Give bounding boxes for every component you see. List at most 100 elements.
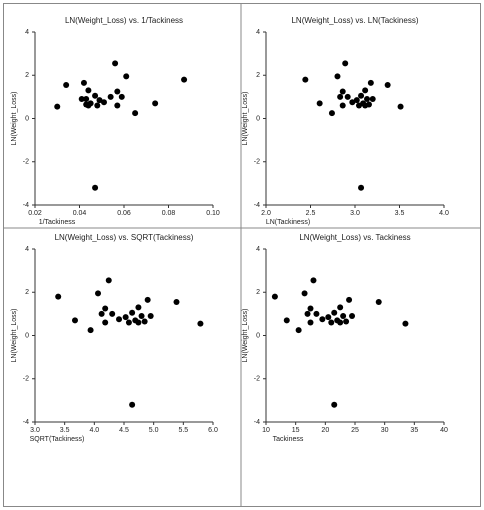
frame xyxy=(3,3,481,507)
point xyxy=(340,313,347,320)
x-tick-label: 2.0 xyxy=(261,210,271,217)
y-tick-label: -4 xyxy=(23,202,29,209)
point xyxy=(105,277,112,284)
point xyxy=(152,100,159,107)
point xyxy=(173,298,180,305)
point xyxy=(135,304,142,311)
point xyxy=(331,401,338,408)
point xyxy=(92,184,99,191)
point xyxy=(87,100,94,107)
point xyxy=(325,314,332,321)
point xyxy=(328,110,335,117)
y-tick-label: 2 xyxy=(256,289,260,296)
point xyxy=(339,102,346,109)
point xyxy=(346,296,353,303)
point xyxy=(295,327,302,334)
point xyxy=(319,316,326,323)
x-axis-label: LN(Tackiness) xyxy=(266,219,310,226)
x-tick-label: 3.5 xyxy=(60,427,70,434)
y-tick-label: 4 xyxy=(256,246,260,253)
point xyxy=(87,327,94,334)
y-axis-label: LN(Weight_Loss) xyxy=(11,92,18,146)
point xyxy=(328,319,335,326)
point xyxy=(147,313,154,320)
point xyxy=(304,310,311,317)
point xyxy=(316,100,323,107)
point xyxy=(343,318,350,325)
point xyxy=(375,298,382,305)
point xyxy=(367,79,374,86)
point xyxy=(402,320,409,327)
point xyxy=(122,314,129,321)
y-tick-label: 0 xyxy=(25,115,29,122)
x-tick-label: 5.5 xyxy=(178,427,188,434)
y-tick-label: 4 xyxy=(25,29,29,36)
point xyxy=(125,319,132,326)
point xyxy=(353,97,360,104)
point xyxy=(310,277,317,284)
point xyxy=(114,102,121,109)
y-tick-label: -2 xyxy=(254,159,260,166)
point xyxy=(334,73,341,80)
point xyxy=(365,101,372,108)
point xyxy=(360,100,367,107)
point xyxy=(362,87,369,94)
point xyxy=(55,293,62,300)
point xyxy=(342,60,349,67)
y-axis-label: LN(Weight_Loss) xyxy=(11,309,18,363)
y-tick-label: -2 xyxy=(23,159,29,166)
point xyxy=(114,88,121,95)
point xyxy=(138,313,145,320)
chart-title: LN(Weight_Loss) vs. LN(Tackiness) xyxy=(291,16,418,25)
point xyxy=(331,309,338,316)
point xyxy=(313,310,320,317)
point xyxy=(102,319,109,326)
x-axis-label: 1/Tackiness xyxy=(39,219,76,226)
point xyxy=(397,103,404,110)
point xyxy=(358,184,365,191)
y-tick-label: -4 xyxy=(23,419,29,426)
point xyxy=(132,110,139,117)
x-tick-label: 4.5 xyxy=(119,427,129,434)
point xyxy=(337,304,344,311)
point xyxy=(132,317,139,324)
y-tick-label: 0 xyxy=(256,115,260,122)
point xyxy=(92,92,99,99)
point xyxy=(334,317,341,324)
point xyxy=(301,290,308,297)
y-tick-label: 2 xyxy=(25,72,29,79)
x-axis-label: Tackiness xyxy=(273,436,304,443)
y-tick-label: -4 xyxy=(254,202,260,209)
x-tick-label: 3.0 xyxy=(350,210,360,217)
x-tick-label: 0.06 xyxy=(117,210,131,217)
point xyxy=(123,73,130,80)
point xyxy=(349,313,356,320)
x-tick-label: 0.02 xyxy=(28,210,42,217)
point xyxy=(337,93,344,100)
y-tick-label: -4 xyxy=(254,419,260,426)
x-tick-label: 4.0 xyxy=(439,210,449,217)
x-tick-label: 3.0 xyxy=(30,427,40,434)
point xyxy=(83,96,90,103)
point xyxy=(302,76,309,83)
y-axis-label: LN(Weight_Loss) xyxy=(242,92,249,146)
y-tick-label: -2 xyxy=(23,376,29,383)
point xyxy=(54,103,61,110)
point xyxy=(98,310,105,317)
x-tick-label: 5.0 xyxy=(149,427,159,434)
point xyxy=(116,316,123,323)
point xyxy=(307,305,314,312)
point xyxy=(63,81,70,88)
point xyxy=(339,88,346,95)
point xyxy=(197,320,204,327)
point xyxy=(283,317,290,324)
point xyxy=(364,96,371,103)
point xyxy=(358,92,365,99)
point xyxy=(78,96,85,103)
point xyxy=(71,317,78,324)
x-tick-label: 4.0 xyxy=(89,427,99,434)
x-axis-label: SQRT(Tackiness) xyxy=(30,436,85,443)
x-tick-label: 6.0 xyxy=(208,427,218,434)
point xyxy=(80,79,87,86)
point xyxy=(384,81,391,88)
